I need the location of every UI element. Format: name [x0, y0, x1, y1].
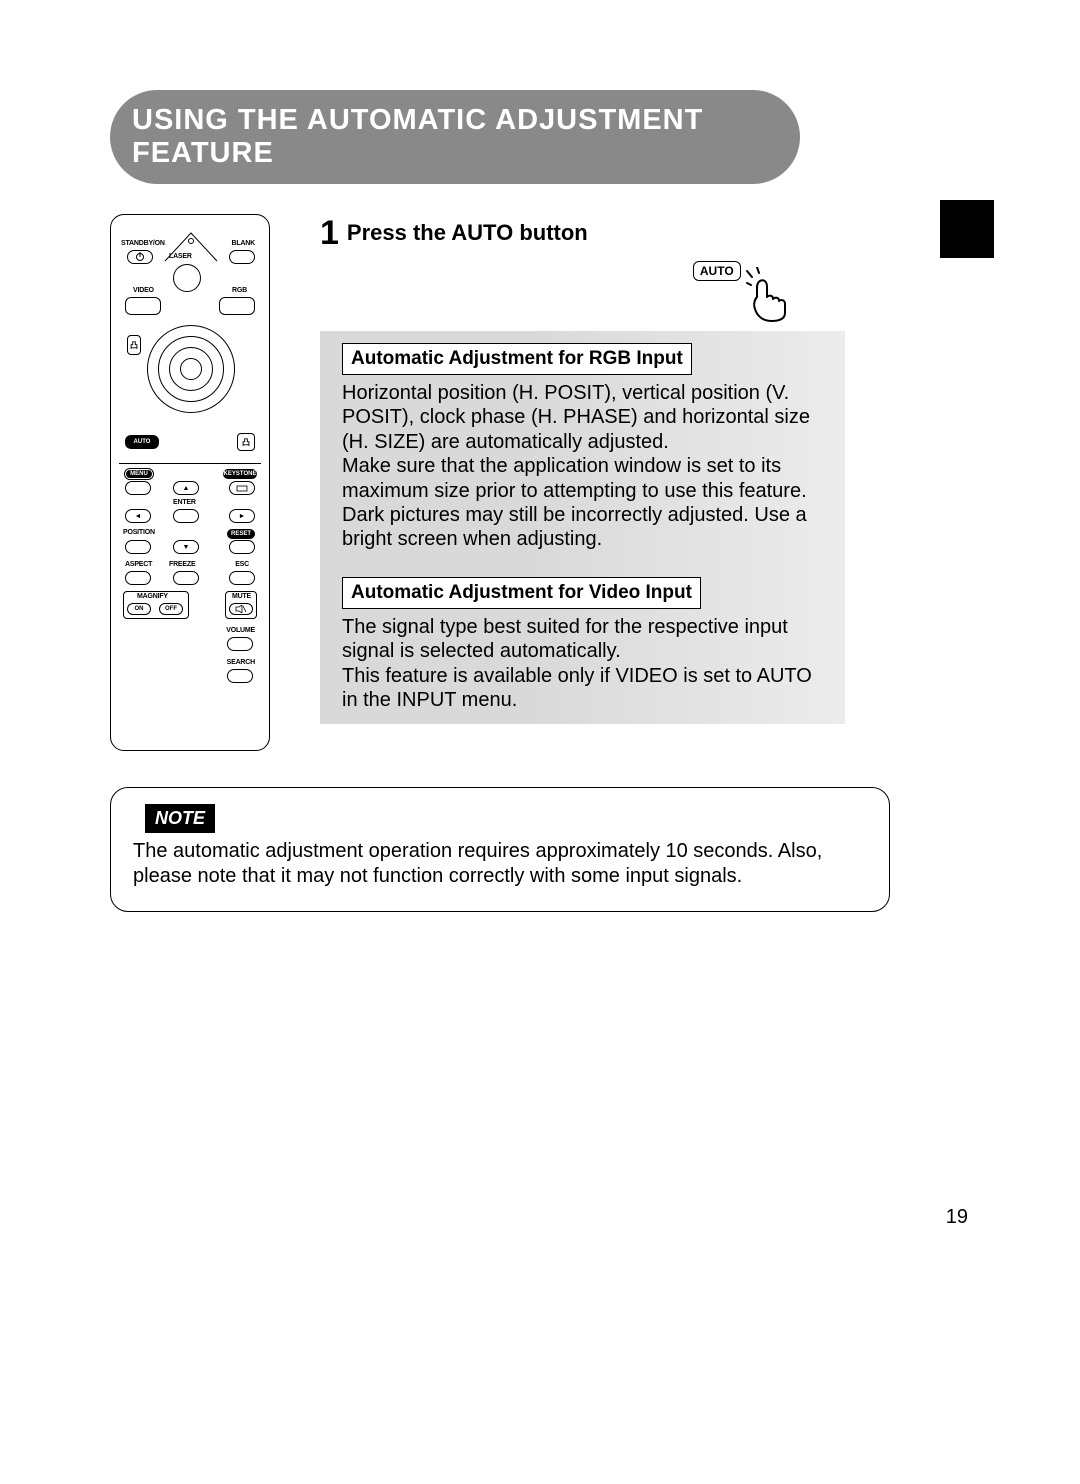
label-magnify: MAGNIFY [137, 593, 168, 600]
label-auto-btn: AUTO [134, 439, 151, 445]
section2-heading: Automatic Adjustment for Video Input [342, 577, 701, 609]
label-enter: ENTER [173, 499, 196, 506]
remote-control-illustration: STANDBY/ON BLANK LASER VIDEO RGB [110, 214, 270, 751]
page-title-bar: USING THE AUTOMATIC ADJUSTMENT FEATURE [110, 90, 800, 184]
label-laser: LASER [169, 253, 192, 260]
hand-press-icon [745, 267, 801, 323]
page-number: 19 [946, 1206, 968, 1229]
label-menu: MENU [130, 471, 148, 477]
page-title: USING THE AUTOMATIC ADJUSTMENT FEATURE [132, 104, 703, 169]
note-text: The automatic adjustment operation requi… [133, 839, 867, 889]
label-reset: RESET [231, 531, 251, 537]
label-freeze: FREEZE [169, 561, 195, 568]
step-number: 1 [320, 214, 339, 253]
label-search: SEARCH [227, 659, 255, 666]
label-rgb: RGB [232, 287, 247, 294]
step-title: Press the AUTO button [347, 220, 588, 246]
label-video: VIDEO [133, 287, 154, 294]
note-tag: NOTE [145, 804, 215, 833]
auto-pill: AUTO [693, 261, 741, 281]
power-icon [135, 252, 145, 262]
label-mute: MUTE [232, 593, 251, 600]
label-blank: BLANK [232, 240, 256, 247]
section1-body: Horizontal position (H. POSIT), vertical… [342, 381, 827, 552]
label-esc: ESC [235, 561, 249, 568]
mute-icon [235, 605, 247, 613]
section1-heading: Automatic Adjustment for RGB Input [342, 343, 692, 375]
label-aspect: ASPECT [125, 561, 152, 568]
label-keystone: KEYSTONE [224, 471, 257, 477]
note-box: NOTE The automatic adjustment operation … [110, 787, 890, 912]
section2-body: The signal type best suited for the resp… [342, 615, 827, 713]
label-volume: VOLUME [226, 627, 255, 634]
label-position: POSITION [123, 529, 155, 536]
